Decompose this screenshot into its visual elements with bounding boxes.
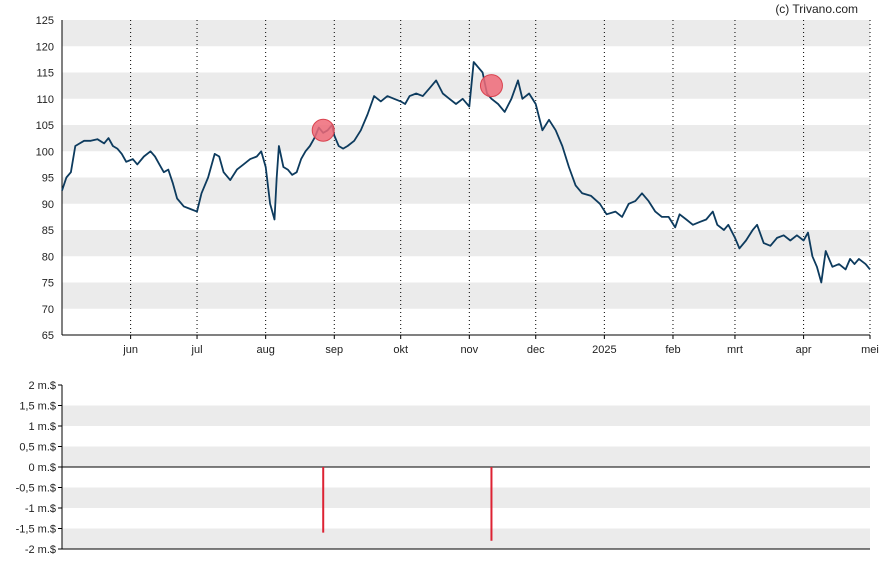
price-y-tick-label: 80	[42, 251, 54, 263]
volume-y-tick-label: 0,5 m.$	[19, 442, 56, 454]
price-grid-band	[62, 177, 870, 204]
price-panel: 65 70 75 80 85 90 95 100 105 110 115 120 125 jun jul au…	[36, 15, 879, 356]
volume-grid-band	[62, 528, 870, 549]
credit-text: (c) Trivano.com	[775, 2, 858, 16]
volume-grid-band	[62, 487, 870, 508]
price-y-tick-label: 70	[42, 304, 54, 316]
price-y-tick-label: 90	[42, 199, 54, 211]
volume-y-tick-label: 1,5 m.$	[19, 401, 56, 413]
price-grid-band	[62, 72, 870, 99]
price-y-tick-label: 125	[36, 15, 54, 27]
price-x-tick-label: okt	[393, 344, 408, 356]
volume-y-tick-label: 2 m.$	[28, 380, 56, 392]
price-x-tick-label: dec	[527, 344, 545, 356]
price-x-tick-label: feb	[665, 344, 680, 356]
trade-marker	[311, 118, 335, 142]
volume-y-tick-label: 0 m.$	[28, 462, 56, 474]
volume-grid-band	[62, 446, 870, 467]
price-y-tick-label: 95	[42, 173, 54, 185]
price-x-tick-label: jul	[191, 344, 203, 356]
price-y-tick-label: 100	[36, 146, 54, 158]
trade-marker	[479, 74, 503, 98]
price-y-tick-label: 85	[42, 225, 54, 237]
price-x-tick-label: 2025	[592, 344, 616, 356]
price-grid-band	[62, 20, 870, 47]
price-grid-band	[62, 282, 870, 309]
volume-y-tick-label: -1,5 m.$	[16, 524, 56, 536]
price-y-tick-label: 120	[36, 41, 54, 53]
volume-y-tick-label: -0,5 m.$	[16, 483, 56, 495]
price-y-tick-label: 115	[36, 68, 54, 80]
volume-y-tick-label: -2 m.$	[25, 544, 56, 556]
price-x-tick-label: nov	[460, 344, 478, 356]
price-x-tick-label: sep	[325, 344, 343, 356]
volume-y-tick-label: 1 m.$	[28, 421, 56, 433]
price-x-tick-label: mrt	[727, 344, 743, 356]
volume-grid-band	[62, 405, 870, 426]
price-x-tick-label: aug	[256, 344, 274, 356]
price-grid-band	[62, 125, 870, 152]
price-x-tick-label: jun	[122, 344, 138, 356]
volume-panel: 2 m.$ 1,5 m.$ 1 m.$ 0,5 m.$ 0 m.$ -0,5 m.$ -1 …	[16, 380, 870, 556]
price-y-tick-label: 65	[42, 330, 54, 342]
volume-y-tick-label: -1 m.$	[25, 503, 56, 515]
price-x-tick-label: apr	[796, 344, 812, 356]
price-y-tick-label: 110	[36, 94, 54, 106]
price-x-tick-label: mei	[861, 344, 879, 356]
price-line	[61, 61, 871, 284]
price-grid-band	[62, 230, 870, 257]
price-y-tick-label: 75	[42, 278, 54, 290]
price-y-tick-label: 105	[36, 120, 54, 132]
